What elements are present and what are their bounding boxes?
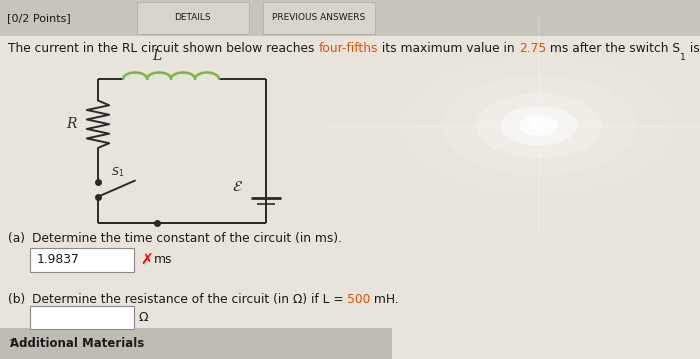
Text: 1: 1 xyxy=(680,53,686,62)
FancyBboxPatch shape xyxy=(0,0,700,36)
Text: 2.75: 2.75 xyxy=(519,42,546,55)
Text: Determine the time constant of the circuit (in ms).: Determine the time constant of the circu… xyxy=(32,232,342,245)
Text: DETAILS: DETAILS xyxy=(174,13,211,23)
Text: [0/2 Points]: [0/2 Points] xyxy=(7,13,71,23)
Text: L: L xyxy=(152,49,161,63)
Text: 1.9837: 1.9837 xyxy=(37,253,80,266)
Circle shape xyxy=(531,121,547,130)
Text: mH.: mH. xyxy=(370,293,399,306)
Text: four-fifths: four-fifths xyxy=(318,42,378,55)
FancyBboxPatch shape xyxy=(136,2,248,34)
FancyBboxPatch shape xyxy=(30,248,134,272)
Text: is thrown.: is thrown. xyxy=(686,42,700,55)
Circle shape xyxy=(519,116,559,136)
Text: its maximum value in: its maximum value in xyxy=(378,42,519,55)
Circle shape xyxy=(441,75,637,176)
Circle shape xyxy=(476,93,602,158)
Text: Determine the resistance of the circuit (in Ω) if L =: Determine the resistance of the circuit … xyxy=(32,293,347,306)
Text: The current in the RL circuit shown below reaches: The current in the RL circuit shown belo… xyxy=(8,42,318,55)
FancyBboxPatch shape xyxy=(0,328,392,359)
Text: Ω: Ω xyxy=(139,311,148,324)
Text: (a): (a) xyxy=(8,232,25,245)
Circle shape xyxy=(399,54,679,197)
Text: (b): (b) xyxy=(8,293,26,306)
Text: ↑: ↑ xyxy=(8,338,17,348)
Circle shape xyxy=(500,106,578,145)
Text: $\mathcal{E}$: $\mathcal{E}$ xyxy=(232,179,244,194)
Text: PREVIOUS ANSWERS: PREVIOUS ANSWERS xyxy=(272,13,365,23)
Text: ms: ms xyxy=(154,253,172,266)
FancyBboxPatch shape xyxy=(30,306,134,329)
Text: 500: 500 xyxy=(347,293,370,306)
Text: Additional Materials: Additional Materials xyxy=(10,337,145,350)
FancyBboxPatch shape xyxy=(262,2,374,34)
Text: ms after the switch S: ms after the switch S xyxy=(546,42,680,55)
Text: R: R xyxy=(66,117,77,131)
Text: $S_1$: $S_1$ xyxy=(111,165,124,179)
Text: ✗: ✗ xyxy=(140,252,153,267)
